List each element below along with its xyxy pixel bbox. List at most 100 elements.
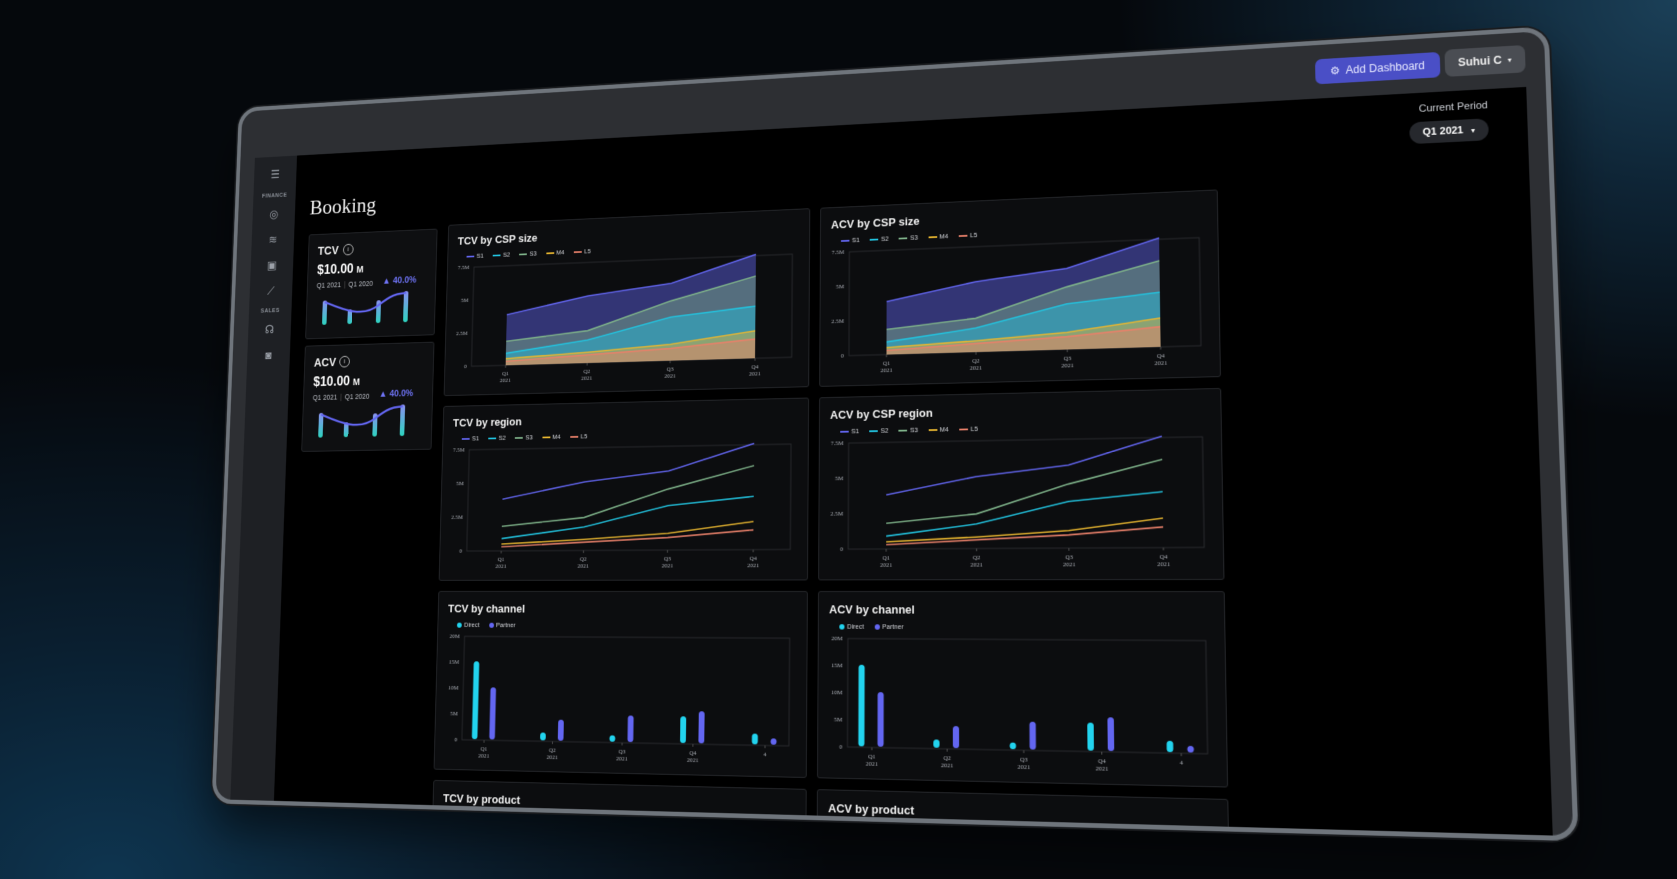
- triangle-up-icon: ▲: [382, 276, 391, 287]
- chart-card-tcv-product: TCV by product: [431, 779, 807, 842]
- y-tick-label: 15M: [831, 663, 843, 669]
- bar-direct[interactable]: [1087, 722, 1094, 751]
- info-icon[interactable]: i: [342, 243, 354, 256]
- kpi-change: ▲ 40.0%: [378, 388, 414, 400]
- sidebar-item-coins-icon[interactable]: ◎: [269, 207, 279, 221]
- period-select[interactable]: Q1 2021 ▾: [1408, 118, 1489, 145]
- menu-icon[interactable]: ☰: [270, 167, 281, 181]
- sidebar-section-finance: FINANCE: [261, 192, 288, 200]
- chart-plot: 0 5M 10M 15M 20M Q12021 Q22021 Q32021 Q42021 4: [448, 634, 807, 765]
- series-line-s3: [886, 459, 1163, 523]
- bar-direct[interactable]: [680, 716, 687, 744]
- bar-direct[interactable]: [471, 661, 480, 740]
- x-tick-label: Q22021: [970, 358, 982, 372]
- add-dashboard-label: Add Dashboard: [1345, 59, 1425, 77]
- kpi-card-tcv: TCV i $10.00 M Q1 2021 | Q1 2020 ▲ 40.0%: [305, 228, 438, 340]
- plot-frame: [847, 639, 1207, 754]
- bar-direct[interactable]: [858, 664, 865, 747]
- x-tick-label: Q42021: [1157, 554, 1170, 568]
- spark-line: [325, 293, 407, 313]
- y-tick-label: 5M: [450, 711, 458, 717]
- page-title: Booking: [309, 192, 377, 220]
- y-tick-label: 0: [840, 547, 843, 553]
- bar-partner[interactable]: [952, 726, 960, 749]
- x-tick-label: Q22021: [941, 756, 953, 770]
- tablet-frame: ⚙ Add Dashboard Suhui C ▾ ☰ FINANCE ◎ ≋ …: [211, 26, 1579, 842]
- y-tick-label: 0: [459, 549, 462, 555]
- bar-direct[interactable]: [540, 732, 546, 741]
- sidebar-item-chart-icon[interactable]: ⟋: [267, 283, 275, 298]
- chart-card-tcv-csp-size: TCV by CSP size S1 S2 S3 M4 L5 0 2.5M 5M 7.5M Q120…: [443, 208, 811, 397]
- kpi-sparkline: [313, 402, 420, 438]
- period-value: Q1 2021: [1422, 125, 1464, 139]
- user-menu-button[interactable]: Suhui C ▾: [1444, 44, 1526, 77]
- x-tick-label: Q42021: [687, 751, 699, 765]
- y-tick-label: 5M: [836, 284, 845, 290]
- bar-partner[interactable]: [770, 738, 777, 745]
- bar-direct[interactable]: [1166, 740, 1174, 753]
- bar-partner[interactable]: [1187, 745, 1194, 753]
- area-s3: [886, 260, 1161, 355]
- y-tick-label: 5M: [456, 481, 464, 487]
- kpi-sparkline: [317, 289, 423, 325]
- y-tick-label: 0: [839, 744, 842, 750]
- x-tick-label: Q22021: [970, 555, 982, 569]
- bar-partner[interactable]: [557, 719, 564, 741]
- spark-bar: [403, 290, 409, 323]
- x-tick-label: Q12021: [495, 557, 506, 570]
- area-s2: [505, 306, 756, 366]
- area-s1: [886, 237, 1161, 355]
- bar-direct[interactable]: [751, 733, 758, 745]
- main-content: Booking Current Period Q1 2021 ▾ TCV i $…: [274, 87, 1553, 842]
- x-tick-label: Q32021: [1017, 757, 1030, 771]
- y-tick-label: 7.5M: [458, 265, 470, 271]
- add-dashboard-button[interactable]: ⚙ Add Dashboard: [1314, 51, 1441, 85]
- chart-title: TCV by product: [442, 791, 521, 807]
- user-name: Suhui C: [1457, 53, 1503, 69]
- x-tick-label: Q32021: [661, 556, 673, 569]
- series-line-s1: [502, 443, 754, 499]
- sidebar-item-dashboard-icon[interactable]: ▣: [266, 258, 277, 272]
- chart-plot: 0 2.5M 5M 7.5M Q12021 Q22021 Q32021 Q42021: [830, 389, 1224, 569]
- chart-card-acv-csp-size: ACV by CSP size S1 S2 S3 M4 L5 0 2.5M 5M 7.5M Q120…: [819, 189, 1221, 387]
- x-tick-label: Q32021: [1061, 356, 1074, 370]
- y-tick-label: 0: [454, 737, 457, 743]
- bar-partner[interactable]: [627, 715, 634, 743]
- info-icon[interactable]: i: [339, 355, 351, 368]
- y-tick-label: 10M: [448, 685, 459, 691]
- y-tick-label: 7.5M: [832, 250, 845, 257]
- chart-card-acv-product: ACV by product: [816, 789, 1230, 842]
- bar-partner[interactable]: [489, 687, 497, 740]
- sidebar-item-camera-icon[interactable]: ◙: [265, 348, 272, 362]
- series-line-s1: [886, 436, 1162, 495]
- bar-direct[interactable]: [609, 735, 616, 742]
- x-tick-label: Q42021: [1154, 353, 1167, 367]
- chevron-down-icon: ▾: [1507, 55, 1512, 64]
- sidebar-item-support-icon[interactable]: ☊: [264, 322, 275, 336]
- x-tick-label: Q12021: [880, 556, 892, 569]
- bar-partner[interactable]: [877, 692, 884, 747]
- sidebar-section-sales: SALES: [260, 307, 280, 315]
- chart-card-acv-channel: ACV by channel Direct Partner 0 5M 10M 15M 20M Q…: [817, 591, 1229, 788]
- bar-partner[interactable]: [698, 711, 706, 743]
- chart-plot: 0 2.5M 5M 7.5M Q12021 Q22021 Q32021 Q42021: [456, 209, 809, 384]
- chart-plot: 0 5M 10M 15M 20M Q12021 Q22021 Q32021 Q42021 4: [831, 636, 1227, 773]
- bar-partner[interactable]: [1029, 721, 1036, 750]
- period-label: Current Period: [1418, 100, 1488, 115]
- bar-direct[interactable]: [1009, 742, 1017, 750]
- x-tick-label: Q12021: [478, 746, 489, 759]
- bar-partner[interactable]: [1107, 717, 1115, 752]
- sidebar-item-money-icon[interactable]: ≋: [268, 232, 278, 246]
- spark-bar: [399, 404, 406, 437]
- series-line-s3: [502, 466, 754, 527]
- spark-line: [321, 406, 403, 425]
- chart-plot: 0 2.5M 5M 7.5M Q12021 Q22021 Q32021 Q42021: [451, 398, 808, 570]
- x-tick-label: Q12021: [866, 754, 878, 768]
- x-tick-label: Q32021: [616, 749, 628, 762]
- x-tick-label: Q42021: [749, 364, 761, 377]
- chevron-down-icon: ▾: [1470, 125, 1476, 135]
- x-tick-label: Q42021: [1095, 759, 1108, 773]
- bar-direct[interactable]: [933, 739, 940, 748]
- x-tick-label: 4: [763, 752, 766, 758]
- plot-frame: [462, 636, 790, 746]
